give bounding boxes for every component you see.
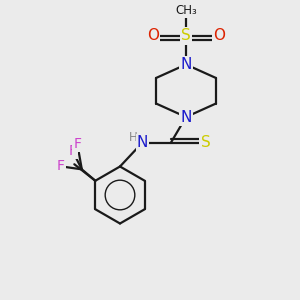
Text: F: F: [57, 159, 65, 173]
Text: N: N: [180, 110, 192, 124]
Text: O: O: [213, 28, 225, 44]
Text: S: S: [181, 28, 191, 44]
Text: N: N: [180, 57, 192, 72]
Text: F: F: [73, 137, 81, 151]
Text: N: N: [137, 135, 148, 150]
Text: CH₃: CH₃: [175, 4, 197, 17]
Text: S: S: [201, 135, 210, 150]
Text: H: H: [128, 130, 137, 144]
Text: O: O: [147, 28, 159, 44]
Text: S: S: [182, 4, 190, 17]
Text: F: F: [69, 144, 77, 158]
Text: S: S: [182, 3, 190, 16]
